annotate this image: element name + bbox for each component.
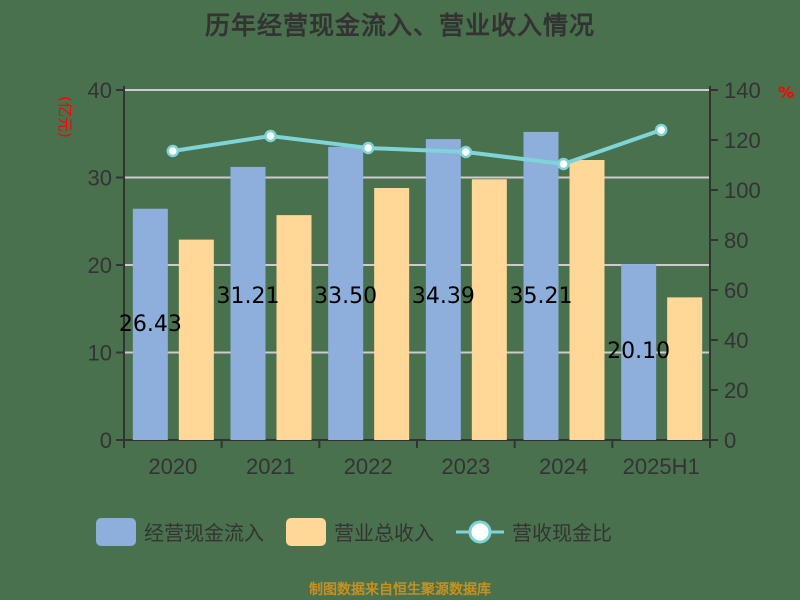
- legend-item-cash-inflow[interactable]: 经营现金流入: [96, 517, 264, 546]
- bar-value-label: 33.50: [314, 284, 377, 309]
- y-tick-label: 40: [88, 78, 112, 103]
- y2-tick-label: 0: [724, 428, 736, 453]
- legend-item-ratio[interactable]: 营收现金比: [456, 517, 612, 546]
- bar-cash-inflow[interactable]: [230, 166, 266, 440]
- ratio-point[interactable]: [264, 129, 277, 143]
- ratio-point[interactable]: [557, 157, 570, 171]
- bar-value-label: 26.43: [119, 312, 182, 337]
- y2-tick-label: 120: [724, 128, 761, 153]
- bar-cash-inflow[interactable]: [425, 139, 461, 440]
- bar-revenue[interactable]: [374, 188, 410, 440]
- bar-cash-inflow[interactable]: [523, 131, 559, 440]
- legend-item-revenue[interactable]: 营业总收入: [286, 517, 434, 546]
- y2-tick-label: 40: [724, 328, 748, 353]
- data-source-note: 制图数据来自恒生聚源数据库: [309, 582, 491, 598]
- bar-value-label: 34.39: [412, 284, 475, 309]
- bar-revenue[interactable]: [471, 179, 507, 440]
- legend-line-marker-icon: [456, 520, 504, 543]
- legend-label: 经营现金流入: [144, 521, 264, 545]
- x-tick-label: 2023: [441, 454, 490, 479]
- x-tick-label: 2020: [148, 454, 197, 479]
- ratio-point[interactable]: [361, 141, 375, 155]
- x-tick-label: 2022: [344, 454, 393, 479]
- bar-revenue[interactable]: [569, 160, 605, 440]
- y-tick-label: 30: [88, 166, 112, 191]
- ratio-point[interactable]: [459, 145, 473, 159]
- bar-revenue[interactable]: [178, 239, 214, 440]
- legend-swatch-revenue: [286, 517, 326, 546]
- y-tick-label: 10: [88, 341, 112, 366]
- chart-title: 历年经营现金流入、营业收入情况: [204, 11, 595, 40]
- y2-tick-label: 100: [724, 178, 761, 203]
- x-tick-label: 2021: [246, 454, 295, 479]
- bar-cash-inflow[interactable]: [621, 264, 657, 440]
- y2-tick-label: 140: [724, 78, 761, 103]
- bar-value-label: 35.21: [510, 284, 573, 309]
- ratio-line: [172, 128, 662, 167]
- bar-cash-inflow[interactable]: [328, 146, 364, 440]
- legend: 经营现金流入 营业总收入 营收现金比: [96, 517, 634, 546]
- bar-value-label: 20.10: [607, 339, 670, 364]
- legend-label: 营收现金比: [512, 521, 612, 545]
- y2-tick-label: 20: [724, 378, 748, 403]
- bar-revenue[interactable]: [667, 297, 703, 440]
- ratio-point[interactable]: [166, 144, 180, 158]
- bar-revenue[interactable]: [276, 215, 312, 440]
- y-axis-unit: (亿元): [56, 96, 74, 138]
- bar-cash-inflow[interactable]: [132, 208, 168, 440]
- bar-value-label: 31.21: [217, 284, 280, 309]
- legend-swatch-cash-inflow: [96, 517, 136, 546]
- y2-axis-unit: %: [778, 83, 794, 102]
- legend-label: 营业总收入: [334, 521, 434, 545]
- x-tick-label: 2024: [539, 454, 588, 479]
- x-tick-label: 2025H1: [623, 454, 700, 479]
- y-tick-label: 20: [88, 253, 112, 278]
- y-tick-label: 0: [100, 428, 112, 453]
- ratio-point[interactable]: [654, 123, 668, 137]
- y2-tick-label: 60: [724, 278, 748, 303]
- y2-tick-label: 80: [724, 228, 748, 253]
